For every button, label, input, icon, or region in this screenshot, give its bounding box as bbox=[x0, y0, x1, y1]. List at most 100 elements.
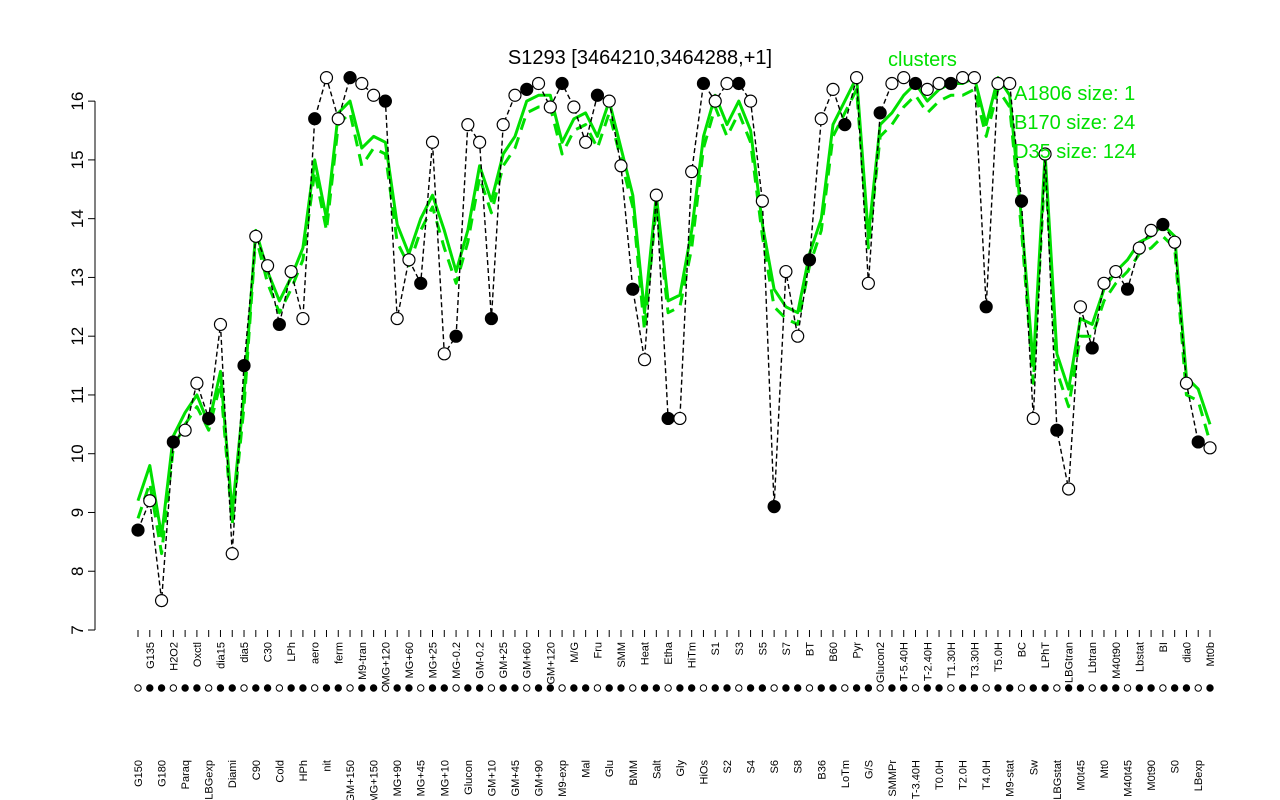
x-rug-marker bbox=[346, 684, 354, 692]
x-rug-marker bbox=[852, 684, 861, 692]
x-tick-label: T2.0H bbox=[958, 760, 970, 790]
x-tick-label: M40t45 bbox=[1123, 760, 1135, 797]
x-tick-label: BT bbox=[804, 642, 816, 656]
x-rug-marker bbox=[1112, 684, 1120, 692]
data-point bbox=[449, 329, 463, 343]
x-tick-label: Sw bbox=[1028, 760, 1040, 775]
x-rug-marker bbox=[593, 684, 602, 692]
y-axis: 7 8 9 10 11 12 13 14 15 16 bbox=[68, 92, 96, 635]
data-point bbox=[755, 194, 769, 208]
x-rug-marker bbox=[711, 684, 719, 692]
x-rug-marker bbox=[829, 684, 837, 692]
x-tick-label: MG-0.2 bbox=[451, 642, 463, 679]
data-point bbox=[838, 118, 852, 132]
x-tick-label: MG+150 bbox=[369, 760, 381, 800]
data-point bbox=[944, 76, 958, 91]
data-point bbox=[1168, 235, 1182, 249]
x-tick-label: S1 bbox=[710, 642, 722, 655]
x-rug-marker bbox=[1041, 684, 1049, 692]
x-tick-label: HiOs bbox=[698, 760, 710, 785]
y-tick-label: 9 bbox=[68, 508, 87, 517]
x-tick-label: Mt0 bbox=[1099, 760, 1111, 778]
data-point bbox=[378, 94, 392, 108]
data-point bbox=[767, 499, 781, 514]
points-layer bbox=[131, 71, 1217, 608]
x-tick-label: Glu bbox=[604, 760, 616, 777]
x-rug-marker bbox=[911, 684, 920, 692]
x-tick-label: SMM bbox=[616, 642, 628, 668]
data-point bbox=[708, 94, 722, 108]
x-rug-marker bbox=[299, 684, 307, 692]
x-rug-marker bbox=[629, 684, 637, 692]
x-tick-label: S6 bbox=[769, 760, 781, 773]
x-tick-label: T4.0H bbox=[981, 760, 993, 790]
data-point bbox=[873, 106, 887, 120]
x-tick-label: GM-0.2 bbox=[475, 642, 487, 679]
x-tick-label: GM+120 bbox=[545, 642, 557, 685]
x-tick-label: B60 bbox=[828, 642, 840, 662]
x-tick-label: nit bbox=[321, 760, 333, 772]
x-tick-label: M0t45 bbox=[1075, 760, 1087, 791]
x-rug-marker bbox=[204, 684, 213, 692]
x-rug-marker bbox=[581, 684, 590, 692]
data-point bbox=[826, 82, 840, 96]
x-rug-marker bbox=[1006, 684, 1014, 692]
x-rug-marker bbox=[982, 684, 990, 692]
x-tick-label: Heat bbox=[640, 642, 652, 665]
data-point bbox=[732, 76, 746, 91]
legend: clusters A1806 size: 1 B170 size: 24 D35… bbox=[888, 49, 1136, 163]
x-rug-marker bbox=[275, 684, 284, 692]
x-rug-marker bbox=[440, 684, 448, 692]
x-tick-label: dia0 bbox=[1181, 642, 1193, 663]
data-point bbox=[390, 311, 404, 326]
x-tick-label: B36 bbox=[816, 760, 828, 780]
data-point bbox=[308, 112, 322, 126]
data-point bbox=[284, 264, 298, 279]
x-rug-marker bbox=[369, 684, 378, 692]
x-tick-label: S5 bbox=[757, 642, 769, 655]
data-point bbox=[143, 494, 157, 508]
x-rug-marker bbox=[1100, 684, 1108, 692]
x-tick-label: GM+90 bbox=[534, 760, 546, 796]
data-point bbox=[1203, 441, 1217, 455]
x-rug-marker bbox=[240, 684, 248, 692]
x-rug-marker bbox=[605, 684, 613, 692]
data-point bbox=[932, 76, 946, 91]
x-tick-label: S3 bbox=[734, 642, 746, 655]
x-rug-marker bbox=[181, 684, 189, 692]
x-tick-label: ferm bbox=[333, 642, 345, 664]
data-point bbox=[520, 82, 534, 96]
x-tick-label: LBexp bbox=[1193, 760, 1205, 791]
x-tick-label: dia5 bbox=[239, 642, 251, 663]
data-point bbox=[496, 118, 510, 132]
x-rug-marker bbox=[417, 684, 425, 692]
data-point bbox=[178, 423, 192, 437]
x-rug-marker bbox=[157, 684, 166, 692]
x-rug-marker bbox=[452, 684, 460, 692]
data-point bbox=[897, 71, 911, 85]
data-point bbox=[461, 118, 475, 132]
x-rug-marker bbox=[723, 684, 731, 692]
x-tick-label: C30 bbox=[263, 642, 275, 662]
data-point bbox=[991, 76, 1005, 91]
legend-title: clusters bbox=[888, 49, 957, 71]
x-rug-marker bbox=[1017, 684, 1026, 692]
x-rug-marker bbox=[735, 684, 743, 692]
x-rug-marker bbox=[923, 684, 931, 692]
x-rug-marker bbox=[1123, 684, 1132, 692]
data-point bbox=[414, 276, 428, 290]
data-point bbox=[249, 229, 263, 243]
x-rug-marker bbox=[699, 684, 708, 692]
x-rug-marker bbox=[393, 684, 401, 692]
x-rug-marker bbox=[570, 684, 578, 692]
x-tick-label: Fru bbox=[592, 642, 604, 659]
x-rug-marker bbox=[1064, 684, 1073, 692]
x-tick-label: M0t90 bbox=[1146, 760, 1158, 791]
x-tick-label: S0 bbox=[1170, 760, 1182, 773]
x-rug-marker bbox=[1170, 684, 1179, 692]
x-tick-label: Salt bbox=[651, 760, 663, 779]
x-tick-label: Diami bbox=[227, 760, 239, 788]
x-rug-marker bbox=[994, 684, 1002, 692]
data-point bbox=[437, 347, 451, 361]
